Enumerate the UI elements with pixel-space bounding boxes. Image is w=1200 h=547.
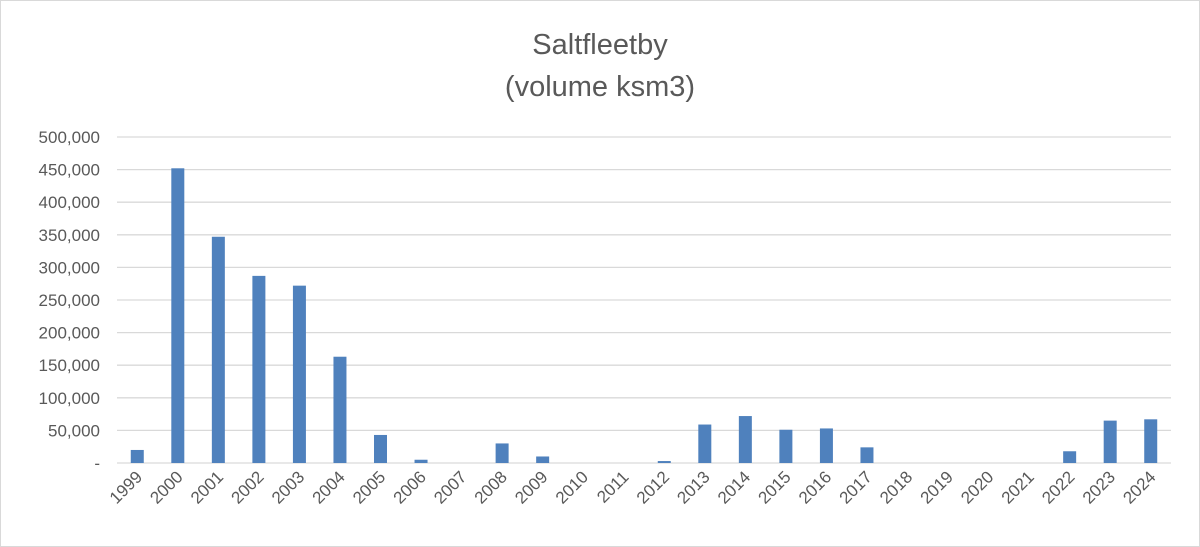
chart-title-block: Saltfleetby (volume ksm3) <box>0 24 1200 108</box>
bar-2009 <box>536 456 550 463</box>
y-tick-label: 450,000 <box>39 161 100 180</box>
bar-2024 <box>1144 419 1158 463</box>
x-tick-label: 2013 <box>673 467 713 507</box>
bar-2012 <box>657 461 671 463</box>
y-tick-label: - <box>94 454 100 473</box>
x-tick-label: 2000 <box>146 467 186 507</box>
x-tick-label: 2011 <box>593 467 632 506</box>
bar-2013 <box>698 424 712 463</box>
x-tick-label: 2022 <box>1038 467 1078 507</box>
x-tick-label: 2015 <box>755 467 795 507</box>
x-tick-label: 2009 <box>511 467 551 507</box>
x-tick-label: 2006 <box>390 467 430 507</box>
y-tick-label: 150,000 <box>39 356 100 375</box>
x-tick-label: 2024 <box>1119 467 1159 507</box>
x-tick-label: 2019 <box>917 467 957 507</box>
x-tick-label: 2003 <box>268 467 308 507</box>
bar-2004 <box>333 356 347 463</box>
x-tick-label: 2017 <box>836 467 876 507</box>
bar-2005 <box>374 434 387 463</box>
y-tick-label: 500,000 <box>39 128 100 147</box>
x-tick-label: 2014 <box>714 467 754 507</box>
bar-2003 <box>292 285 306 463</box>
bar-2016 <box>819 428 833 463</box>
y-tick-label: 100,000 <box>39 389 100 408</box>
bar-2008 <box>495 443 509 463</box>
x-tick-label: 2021 <box>998 467 1038 507</box>
chart-title: Saltfleetby <box>532 29 668 61</box>
x-tick-label: 2012 <box>633 467 673 507</box>
x-tick-label: 2010 <box>552 467 592 507</box>
x-tick-label: 2005 <box>349 467 389 507</box>
x-tick-label: 2007 <box>430 467 470 507</box>
y-axis-ticks: - 50,000 100,000 150,000 200,000 250,000 300,0… <box>39 128 100 473</box>
x-tick-label: 2004 <box>309 467 349 507</box>
bar-2006 <box>414 459 428 463</box>
y-tick-label: 250,000 <box>39 291 100 310</box>
bar-1999 <box>130 449 144 463</box>
y-tick-label: 350,000 <box>39 226 100 245</box>
bar-2002 <box>252 275 266 463</box>
gridlines <box>117 136 1171 464</box>
bar-2014 <box>738 416 752 463</box>
bar-2022 <box>1063 451 1077 463</box>
bars <box>130 168 1158 463</box>
x-tick-label: 2016 <box>795 467 835 507</box>
x-axis-ticks: 1999 2000 2001 2002 2003 2004 2005 2006 2007 2008… <box>106 467 1160 507</box>
x-tick-label: 2002 <box>228 467 268 507</box>
x-tick-label: 2008 <box>471 467 511 507</box>
x-tick-label: 2020 <box>957 467 997 507</box>
y-tick-label: 400,000 <box>39 193 100 212</box>
y-tick-label: 50,000 <box>48 421 100 440</box>
y-tick-label: 200,000 <box>39 324 100 343</box>
bar-2015 <box>779 429 793 463</box>
x-tick-label: 1999 <box>106 467 146 507</box>
bar-2000 <box>171 168 185 463</box>
chart-subtitle: (volume ksm3) <box>504 71 696 103</box>
bar-2001 <box>211 236 225 463</box>
x-tick-label: 2001 <box>187 467 227 507</box>
y-tick-label: 300,000 <box>39 258 100 277</box>
x-tick-label: 2018 <box>876 467 916 507</box>
bar-2017 <box>860 447 874 463</box>
x-tick-label: 2023 <box>1079 467 1119 507</box>
bar-2023 <box>1103 420 1117 463</box>
